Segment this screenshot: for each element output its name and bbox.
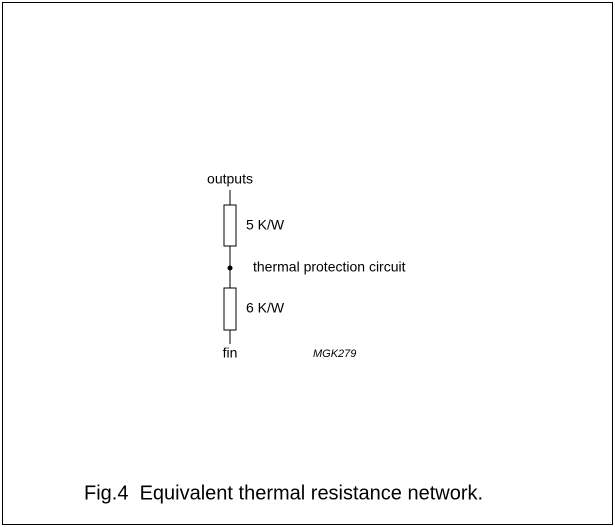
node-label: 5 K/W <box>246 217 285 233</box>
caption: Fig.4 Equivalent thermal resistance netw… <box>84 482 483 504</box>
node-label: outputs <box>207 171 253 187</box>
node-label: fin <box>223 345 238 361</box>
figure-code: MGK279 <box>313 348 356 360</box>
node-label: thermal protection circuit <box>253 259 406 275</box>
resistor <box>223 204 237 247</box>
junction <box>227 265 233 271</box>
resistor <box>223 287 237 331</box>
node-label: 6 K/W <box>246 300 285 316</box>
